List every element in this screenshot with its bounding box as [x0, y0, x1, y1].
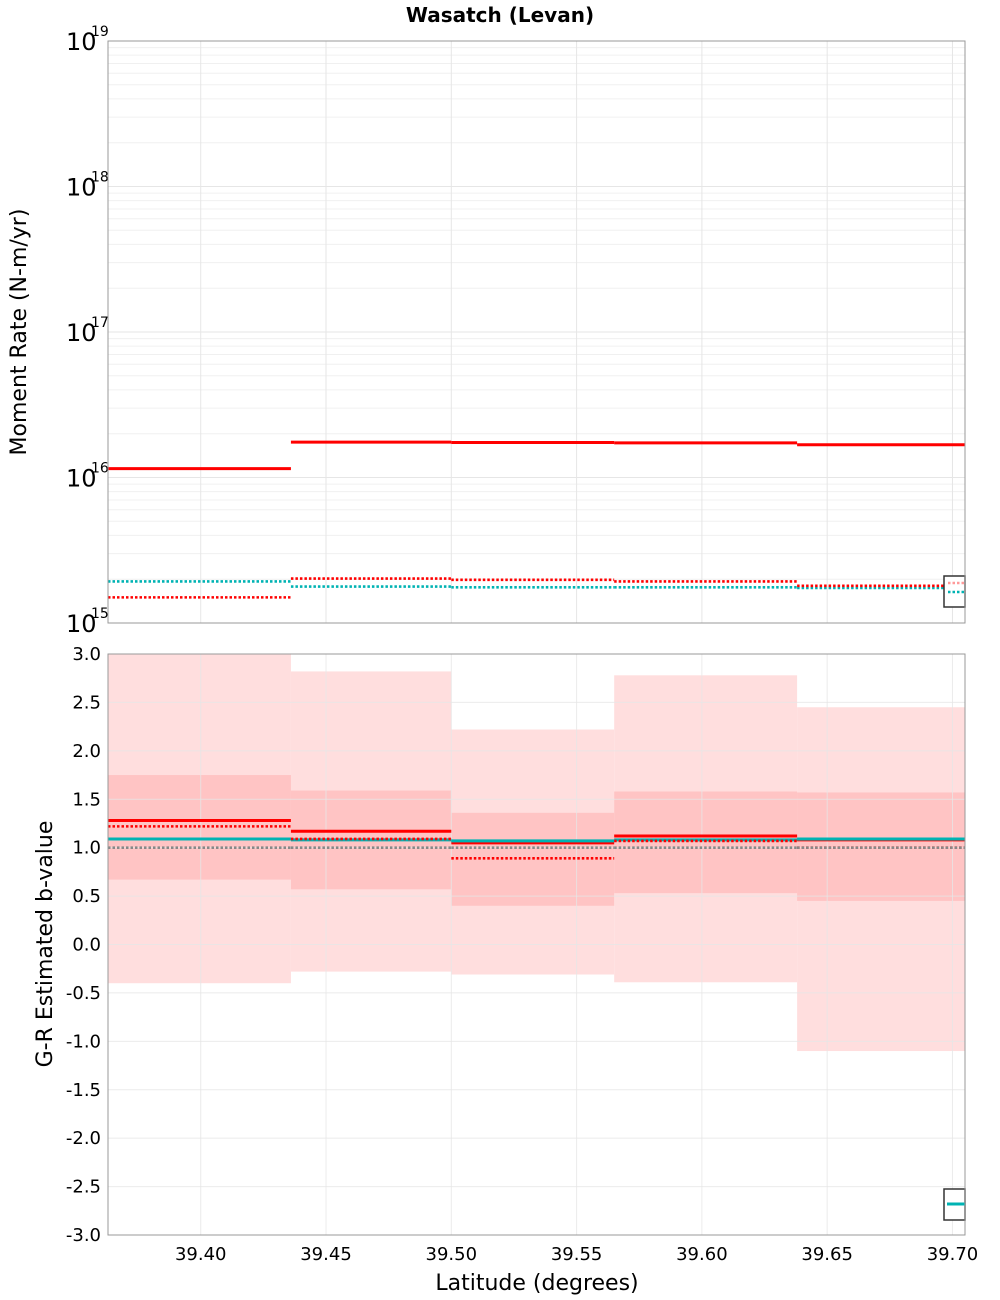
y-tick-label: 0.0 — [72, 935, 101, 956]
y-tick-label: 2.5 — [72, 692, 101, 713]
y-tick-label: -1.5 — [66, 1080, 101, 1101]
y-tick-label: 3.0 — [72, 644, 101, 665]
x-tick-label: 39.65 — [801, 1244, 853, 1265]
x-tick-label: 39.45 — [300, 1244, 352, 1265]
y-tick-label: 10 — [66, 28, 97, 56]
y-tick-label: -3.0 — [66, 1225, 101, 1246]
x-tick-label: 39.60 — [676, 1244, 728, 1265]
y-tick-label: -1.0 — [66, 1031, 101, 1052]
plot-frame — [107, 40, 966, 624]
y-tick-label: -2.0 — [66, 1128, 101, 1149]
y-tick-label: 10 — [66, 465, 97, 493]
y-tick-exponent: 17 — [91, 315, 109, 331]
plot-frame — [107, 653, 966, 1236]
y-tick-label: 0.5 — [72, 886, 101, 907]
y-tick-label: 1.5 — [72, 789, 101, 810]
uncertainty-band — [614, 791, 798, 894]
y-tick-label: 1.0 — [72, 838, 101, 859]
x-tick-label: 39.55 — [551, 1244, 603, 1265]
x-axis-label: Latitude (degrees) — [435, 1271, 638, 1296]
y-tick-label: -0.5 — [66, 983, 101, 1004]
y-tick-label: 2.0 — [72, 741, 101, 762]
uncertainty-band — [797, 792, 965, 901]
b-value-ylabel: G-R Estimated b-value — [33, 821, 58, 1068]
moment-rate-ylabel: Moment Rate (N-m/yr) — [7, 209, 32, 456]
y-tick-exponent: 16 — [91, 461, 109, 477]
y-tick-label: 10 — [66, 319, 97, 347]
y-tick-exponent: 18 — [91, 170, 109, 186]
y-tick-exponent: 19 — [91, 24, 109, 40]
y-tick-label: -2.5 — [66, 1177, 101, 1198]
x-tick-label: 39.50 — [426, 1244, 478, 1265]
x-tick-label: 39.40 — [175, 1244, 227, 1265]
b-value-panel: 3.0 2.5 2.0 1.5 1.0 0.5 0.0 -0.5 -1.0 -1.5 -2.0 -2.… — [66, 644, 978, 1265]
chart-title: Wasatch (Levan) — [406, 3, 594, 27]
y-tick-exponent: 15 — [91, 606, 109, 622]
y-tick-label: 10 — [66, 610, 97, 638]
x-tick-label: 39.70 — [927, 1244, 979, 1265]
y-tick-label: 10 — [66, 174, 97, 202]
